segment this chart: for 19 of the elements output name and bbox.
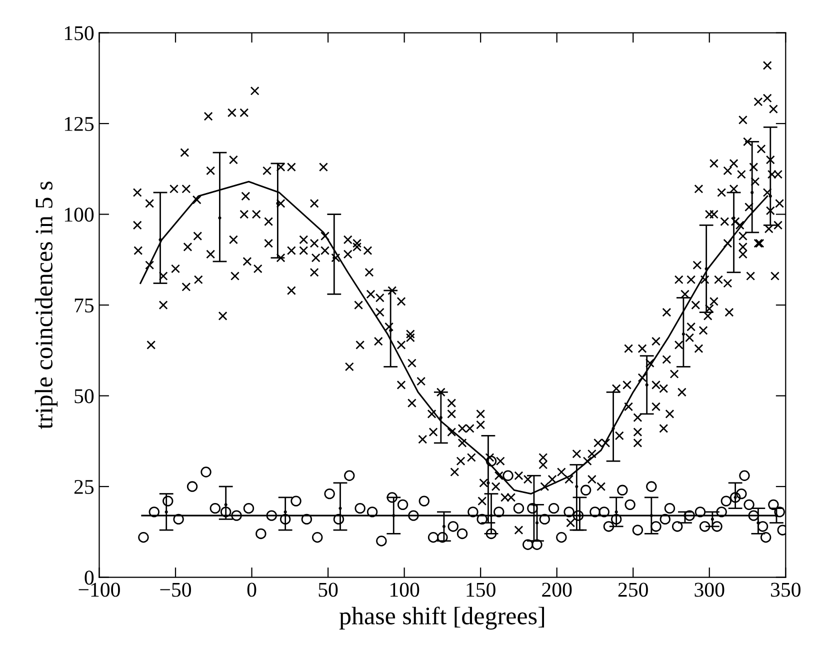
- x-tick-label: 250: [618, 582, 648, 597]
- y-tick-label: 50: [74, 389, 94, 404]
- y-tick-label: 150: [64, 26, 94, 40]
- y-tick-label: 100: [64, 208, 94, 222]
- y-tick-label: 0: [84, 570, 94, 585]
- y-tick-label: 75: [74, 298, 94, 312]
- x-tick-label: 350: [771, 582, 800, 597]
- x-tick-label: 100: [390, 582, 420, 597]
- x-tick-label: 50: [318, 582, 338, 597]
- x-tick-label: −50: [160, 582, 192, 597]
- x-tick-label: −100: [78, 582, 120, 597]
- x-tick-label: 150: [466, 582, 496, 597]
- x-tick-label: 300: [694, 582, 724, 597]
- x-axis-title: phase shift [degrees]: [339, 606, 544, 630]
- x-tick-label: 0: [247, 582, 256, 597]
- y-tick-label: 125: [64, 116, 94, 131]
- y-tick-label: 25: [74, 480, 94, 494]
- y-axis-title: triple coincidences in 5 s: [34, 182, 58, 430]
- x-tick-label: 200: [542, 582, 572, 597]
